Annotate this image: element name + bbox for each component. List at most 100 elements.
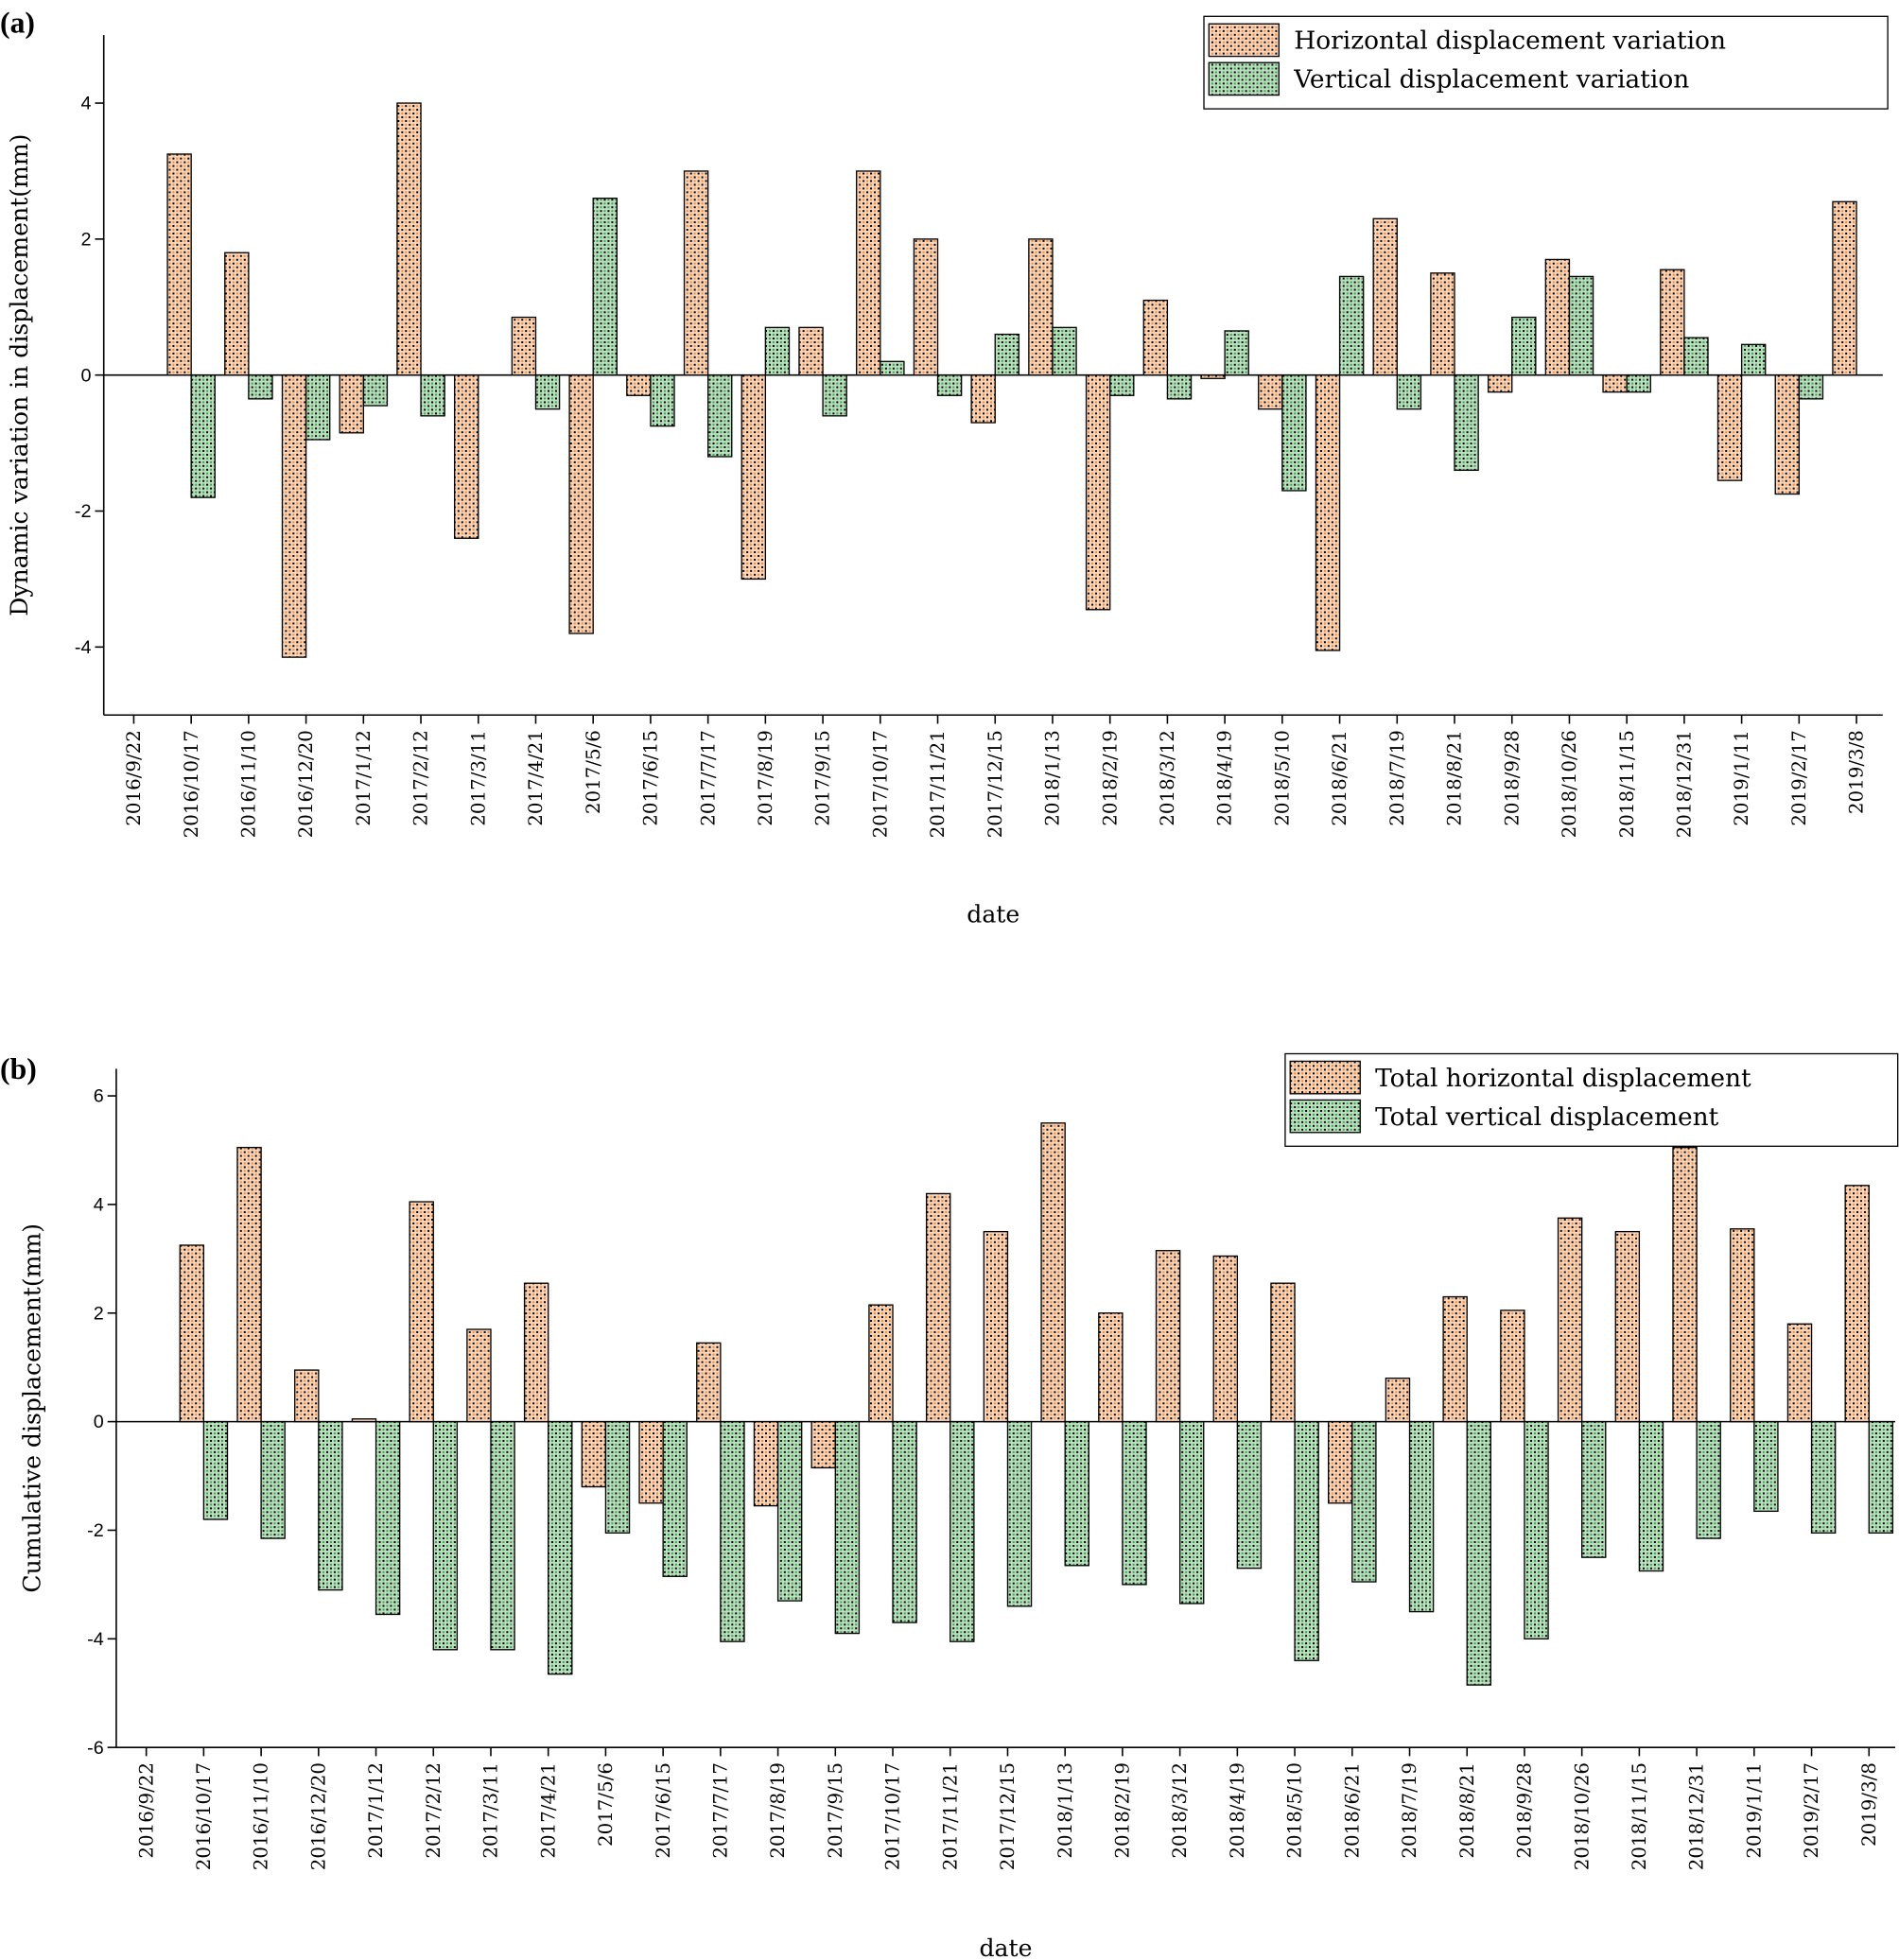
bar: [375, 1420, 401, 1616]
x-tick-label: 2018/3/12: [1169, 1762, 1191, 1859]
bar: [523, 1282, 549, 1423]
bar: [1098, 1312, 1124, 1423]
bar: [776, 1420, 803, 1602]
legend-swatch: [1289, 1060, 1361, 1095]
bar: [1487, 374, 1513, 393]
bar: [720, 1420, 745, 1642]
panel-label: (a): [0, 6, 35, 39]
x-tick-label: 2016/12/20: [307, 1762, 329, 1870]
x-tick-label: 2018/10/26: [1571, 1762, 1593, 1870]
bar: [798, 326, 824, 376]
bar: [1798, 374, 1824, 400]
bar: [1832, 200, 1857, 376]
bar: [1212, 1255, 1239, 1423]
bar: [581, 1420, 607, 1488]
bar: [1236, 1420, 1263, 1570]
bar: [1281, 374, 1307, 492]
x-tick-label: 2018/8/21: [1456, 1762, 1478, 1859]
bar: [1454, 374, 1479, 472]
x-tick-label: 2016/12/20: [295, 730, 317, 838]
bar: [1040, 1122, 1066, 1423]
bar: [1224, 330, 1249, 376]
bar: [1178, 1420, 1205, 1604]
bar: [683, 170, 709, 376]
bar: [1774, 374, 1800, 495]
x-tick-label: 2019/3/8: [1846, 730, 1868, 814]
bar: [626, 374, 652, 396]
bar: [1740, 343, 1767, 376]
bar: [190, 374, 216, 498]
bar: [1006, 1420, 1033, 1607]
bar: [822, 374, 847, 417]
bar: [1166, 374, 1193, 400]
bar: [638, 1420, 664, 1504]
legend-box: [1284, 1052, 1899, 1147]
bar: [1544, 258, 1571, 376]
y-axis-label: Dynamic variation in displacement(mm): [6, 134, 33, 616]
x-tick-label: 2016/9/22: [135, 1762, 157, 1859]
x-tick-label: 2017/10/17: [882, 1762, 904, 1870]
bar: [913, 238, 939, 376]
y-axis-label: Cumulative displacement(mm): [18, 1223, 45, 1593]
x-axis-label: date: [967, 901, 1019, 928]
x-tick-label: 2018/3/12: [1157, 730, 1178, 826]
x-tick-label: 2018/10/26: [1559, 730, 1580, 838]
bar: [490, 1420, 515, 1651]
bar: [1270, 1282, 1296, 1423]
legend-label: Vertical displacement variation: [1293, 65, 1689, 95]
bar: [179, 1244, 205, 1423]
x-tick-label: 2017/3/11: [467, 730, 489, 826]
bar: [318, 1420, 343, 1591]
bar: [294, 1369, 320, 1423]
bar: [432, 1420, 459, 1651]
bar: [236, 1146, 262, 1423]
x-tick-label: 2018/1/13: [1042, 730, 1064, 826]
x-tick-label: 2018/4/19: [1214, 730, 1236, 826]
bar: [1672, 1146, 1698, 1423]
x-tick-label: 2017/5/6: [595, 1762, 617, 1847]
bar: [1155, 1250, 1181, 1423]
bar: [1466, 1420, 1492, 1686]
bar: [1430, 272, 1455, 376]
bar: [1351, 1420, 1377, 1583]
panel-label: (b): [0, 1052, 37, 1085]
legend-swatch: [1208, 61, 1280, 96]
y-tick-label: -4: [75, 637, 92, 658]
y-tick-label: 4: [94, 1195, 104, 1216]
y-tick-label: -6: [87, 1738, 104, 1759]
x-tick-label: 2017/6/15: [653, 1762, 674, 1859]
legend-label: Total horizontal displacement: [1375, 1064, 1751, 1093]
x-tick-label: 2018/2/19: [1099, 730, 1121, 826]
bar: [650, 374, 675, 427]
y-tick-label: 0: [80, 365, 91, 386]
x-tick-label: 2018/9/28: [1514, 1762, 1536, 1859]
bar: [1626, 374, 1651, 393]
bar: [420, 374, 445, 417]
bar: [362, 374, 389, 407]
bar: [1338, 275, 1365, 376]
bar: [1524, 1420, 1549, 1639]
x-tick-label: 2017/1/12: [353, 730, 375, 826]
x-tick-label: 2019/2/17: [1788, 730, 1810, 826]
bar: [1602, 374, 1628, 393]
bar: [983, 1230, 1009, 1423]
x-tick-label: 2018/6/21: [1329, 730, 1350, 826]
bar: [1810, 1420, 1837, 1534]
x-tick-label: 2018/12/31: [1686, 1762, 1708, 1870]
bar: [396, 102, 422, 376]
bar: [1200, 374, 1226, 379]
bar: [1638, 1420, 1664, 1572]
bar: [1315, 374, 1341, 651]
bar: [706, 374, 733, 458]
x-tick-label: 2017/7/17: [709, 1762, 731, 1859]
bar: [1753, 1420, 1779, 1513]
x-tick-label: 2018/11/15: [1629, 1762, 1650, 1870]
bar: [548, 1420, 573, 1675]
bar: [856, 170, 881, 376]
bar: [1294, 1420, 1319, 1661]
bar: [1557, 1217, 1583, 1423]
legend-label: Total vertical displacement: [1375, 1102, 1719, 1132]
x-tick-label: 2017/10/17: [869, 730, 891, 838]
x-tick-label: 2018/2/19: [1112, 1762, 1134, 1859]
